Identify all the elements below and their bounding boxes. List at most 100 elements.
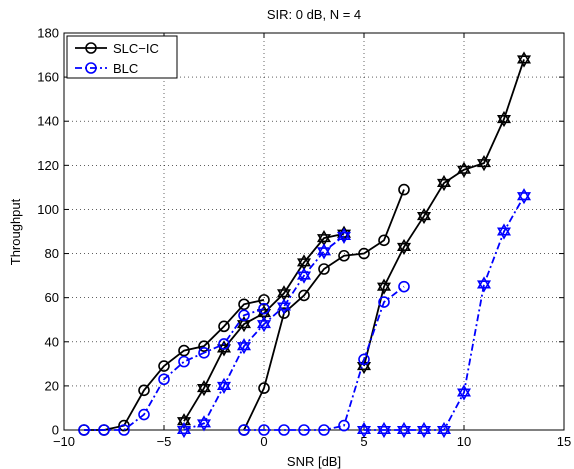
star-marker-part bbox=[476, 155, 492, 168]
data-point bbox=[178, 344, 190, 357]
legend-label: SLC−IC bbox=[113, 41, 159, 56]
data-point bbox=[358, 353, 370, 366]
data-point bbox=[296, 267, 312, 284]
star-marker-part bbox=[256, 316, 272, 329]
star-marker-part bbox=[376, 282, 392, 295]
star-marker-part bbox=[176, 421, 192, 435]
series-slc-ic-3 bbox=[356, 51, 532, 375]
y-tick-label: 60 bbox=[45, 290, 59, 305]
data-point bbox=[256, 316, 272, 333]
data-point bbox=[158, 360, 170, 372]
series-line bbox=[84, 307, 265, 431]
star-marker-part bbox=[436, 421, 452, 435]
data-point bbox=[316, 230, 332, 247]
y-tick-label: 100 bbox=[37, 202, 59, 217]
series-line bbox=[183, 235, 345, 431]
data-point bbox=[396, 238, 412, 256]
star-marker-part bbox=[256, 309, 272, 322]
x-axis-label: SNR [dB] bbox=[287, 454, 341, 469]
data-point bbox=[358, 247, 370, 260]
y-tick-label: 120 bbox=[37, 158, 59, 173]
star-marker-part bbox=[296, 254, 312, 267]
star-marker-part bbox=[276, 289, 292, 302]
star-marker-part bbox=[456, 161, 472, 174]
data-point bbox=[316, 243, 332, 260]
data-point bbox=[436, 174, 452, 192]
star-marker-part bbox=[396, 238, 412, 251]
data-point bbox=[496, 223, 512, 240]
data-point bbox=[298, 289, 310, 302]
star-marker-part bbox=[516, 188, 532, 201]
star-marker-part bbox=[236, 338, 252, 351]
star-marker-part bbox=[436, 425, 452, 439]
star-marker-part bbox=[356, 425, 372, 439]
star-marker-part bbox=[216, 340, 232, 353]
series-layer bbox=[78, 51, 532, 439]
data-point bbox=[318, 424, 330, 436]
data-point bbox=[378, 234, 390, 247]
star-marker-part bbox=[416, 425, 432, 439]
star-marker-part bbox=[196, 379, 212, 393]
data-point bbox=[216, 377, 232, 394]
data-point bbox=[278, 307, 290, 319]
star-marker-part bbox=[456, 388, 472, 401]
data-point bbox=[516, 188, 532, 205]
star-marker-part bbox=[236, 342, 252, 355]
y-tick-label: 80 bbox=[45, 246, 59, 261]
star-marker-part bbox=[516, 55, 532, 68]
y-tick-label: 20 bbox=[45, 378, 59, 393]
star-marker-part bbox=[516, 51, 532, 64]
tick-labels: −10 −5 0 5 10 15 0 20 40 60 80 100 120 140 160 180 bbox=[37, 26, 571, 450]
star-marker-part bbox=[196, 419, 212, 432]
star-marker-part bbox=[276, 298, 292, 311]
star-marker-part bbox=[476, 276, 492, 289]
data-point bbox=[98, 424, 110, 436]
data-point bbox=[216, 340, 232, 357]
data-point bbox=[196, 379, 212, 397]
star-marker-part bbox=[176, 425, 192, 439]
series-line bbox=[363, 59, 525, 367]
data-point bbox=[198, 340, 210, 352]
star-marker-part bbox=[196, 415, 212, 428]
series-line bbox=[244, 285, 405, 431]
data-point bbox=[376, 421, 392, 439]
star-marker-part bbox=[496, 114, 512, 128]
x-tick-label: 0 bbox=[260, 434, 267, 449]
star-marker-part bbox=[276, 285, 292, 298]
star-marker-part bbox=[416, 207, 432, 221]
star-marker-part bbox=[316, 230, 332, 243]
star-marker-part bbox=[496, 223, 512, 236]
data-point bbox=[236, 338, 252, 355]
data-point bbox=[258, 294, 270, 306]
data-point bbox=[398, 280, 410, 293]
data-point bbox=[376, 278, 392, 295]
series-blc-6 bbox=[238, 280, 410, 436]
star-marker-part bbox=[256, 320, 272, 333]
data-point bbox=[296, 254, 312, 271]
data-point bbox=[238, 309, 250, 322]
star-marker-part bbox=[496, 227, 512, 240]
data-point bbox=[276, 285, 292, 302]
series-blc-5 bbox=[176, 227, 352, 439]
data-point bbox=[258, 424, 270, 436]
star-marker-part bbox=[236, 316, 252, 329]
data-point bbox=[238, 424, 250, 436]
data-point bbox=[198, 347, 210, 359]
data-point bbox=[398, 183, 410, 196]
data-point bbox=[258, 302, 270, 315]
data-point bbox=[176, 421, 192, 439]
star-marker-part bbox=[456, 384, 472, 397]
data-point bbox=[238, 298, 250, 311]
legend-label: BLC bbox=[113, 61, 138, 76]
data-point bbox=[158, 373, 170, 386]
data-point bbox=[456, 384, 472, 401]
star-marker-part bbox=[216, 381, 232, 394]
star-marker-part bbox=[476, 280, 492, 293]
series-line bbox=[84, 298, 265, 431]
data-point bbox=[416, 207, 432, 225]
star-marker-part bbox=[316, 247, 332, 260]
data-point bbox=[196, 415, 212, 432]
y-tick-label: 180 bbox=[37, 26, 59, 41]
y-axis-label: Throughput bbox=[8, 198, 23, 265]
